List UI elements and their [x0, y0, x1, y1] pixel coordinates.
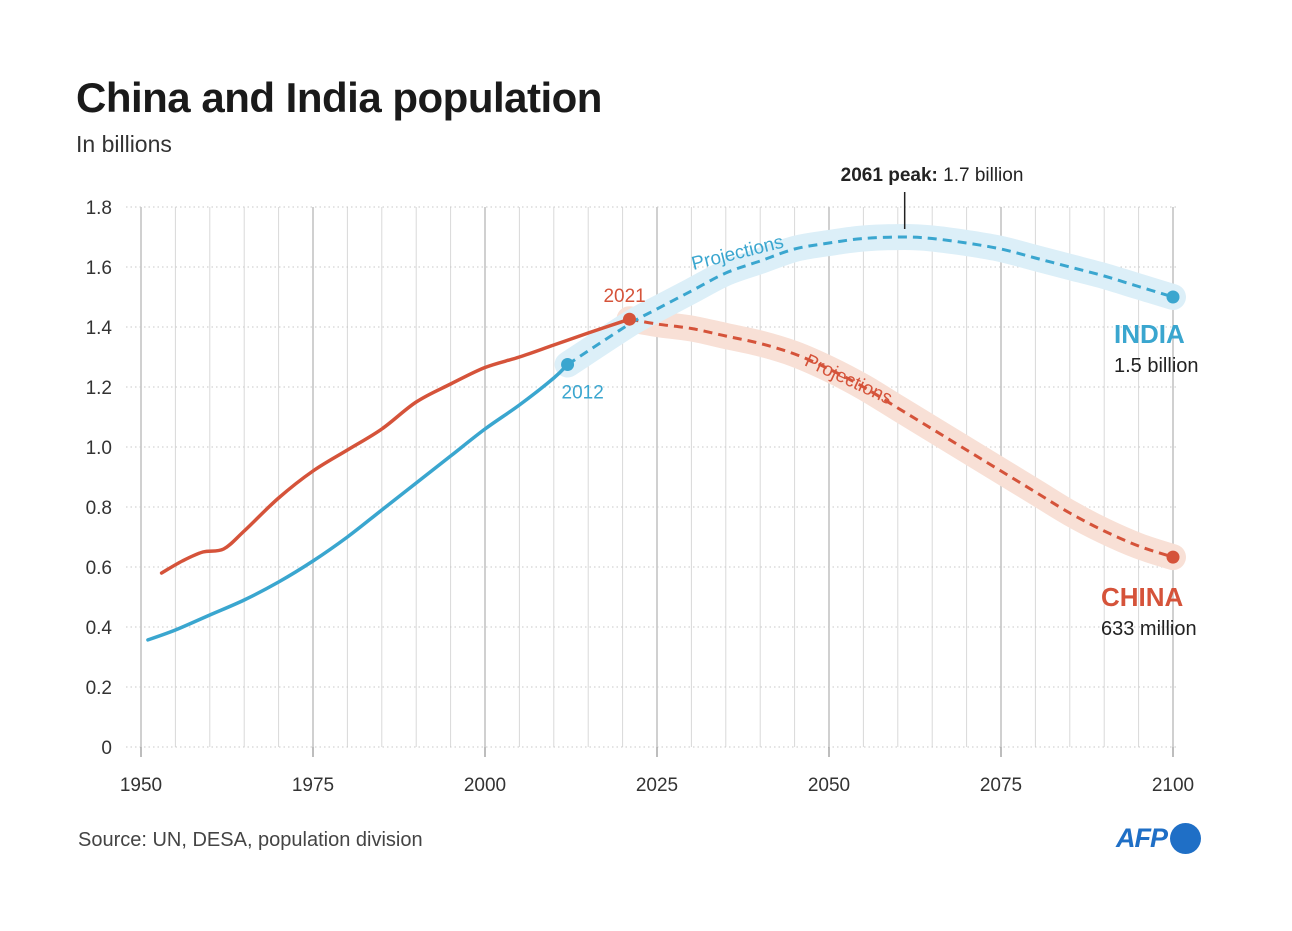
peak-annotation-label: 2061 peak: 1.7 billion [841, 165, 1024, 186]
source-note: Source: UN, DESA, population division [78, 829, 423, 851]
y-tick-label: 0 [101, 738, 112, 759]
china-projections-label: Projections [801, 350, 895, 409]
chart-subtitle: In billions [76, 131, 172, 157]
india-projection-band [554, 224, 1186, 378]
x-tick-label: 2000 [464, 775, 506, 796]
y-tick-label: 0.2 [86, 678, 112, 699]
chart-title: China and India population [76, 74, 602, 121]
grid [126, 206, 1177, 748]
x-tick-label: 2025 [636, 775, 678, 796]
x-tick-label: 2050 [808, 775, 850, 796]
y-tick-label: 1.8 [86, 198, 112, 219]
y-tick-label: 1.0 [86, 438, 112, 459]
y-tick-label: 0.8 [86, 498, 112, 519]
x-axis: 1950 1975 2000 2025 2050 2075 2100 [120, 747, 1194, 796]
x-tick-label: 2075 [980, 775, 1022, 796]
china-projection-line [629, 317, 1174, 559]
x-tick-label: 1975 [292, 775, 334, 796]
x-tick-label: 2100 [1152, 775, 1194, 796]
data-point-marker [622, 312, 636, 326]
data-point-marker [1166, 290, 1180, 304]
y-tick-label: 0.4 [86, 618, 113, 639]
x-tick-label: 1950 [120, 775, 162, 796]
y-tick-label: 1.2 [86, 378, 112, 399]
peak-annotation-value: 1.7 billion [938, 165, 1024, 186]
india-series-label: INDIA [1114, 319, 1185, 349]
china-series-label: CHINA [1101, 582, 1184, 612]
y-tick-label: 1.4 [86, 318, 113, 339]
data-point-marker [1166, 550, 1180, 564]
china-projection-band [616, 306, 1186, 571]
y-tick-label: 0.6 [86, 558, 112, 579]
india-historical-line [146, 362, 570, 642]
india-2012-label: 2012 [562, 383, 604, 404]
y-axis: 0 0.2 0.4 0.6 0.8 1.0 1.2 1.4 1.6 1.8 [86, 198, 113, 759]
india-end-value: 1.5 billion [1114, 355, 1199, 377]
india-projection-line [566, 235, 1174, 366]
china-2021-label: 2021 [603, 286, 645, 307]
china-historical-line [159, 317, 632, 575]
afp-logo: AFP [1116, 820, 1201, 856]
peak-annotation-bold: 2061 peak: [841, 165, 938, 186]
data-point-marker [561, 358, 575, 371]
y-tick-label: 1.6 [86, 258, 112, 279]
china-end-value: 633 million [1101, 618, 1197, 640]
afp-logo-dot [1170, 822, 1201, 854]
afp-logo-text: AFP [1116, 822, 1168, 853]
